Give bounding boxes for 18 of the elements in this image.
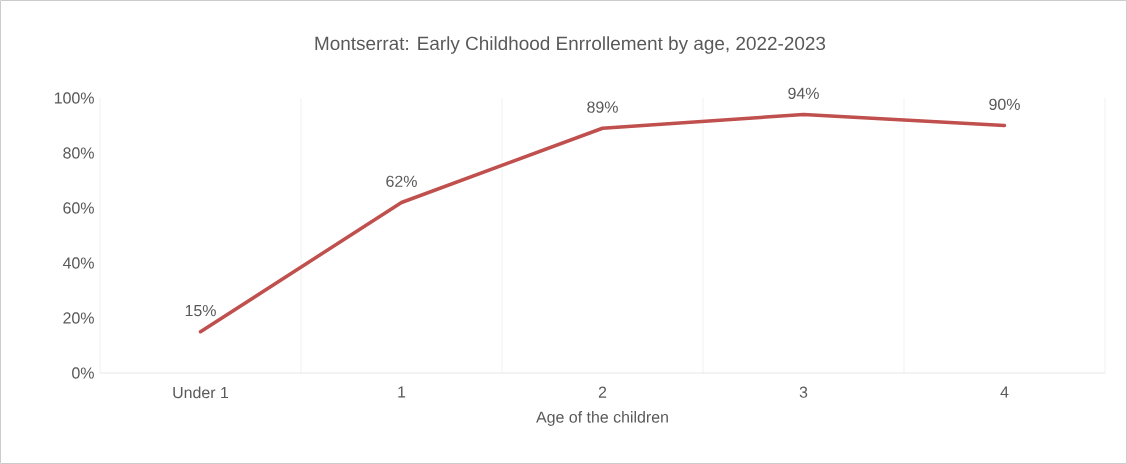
x-axis-title: Age of the children: [536, 411, 668, 426]
y-tick-label: 100%: [54, 92, 94, 104]
y-tick-label: 0%: [72, 367, 94, 379]
x-tick-label: 2: [598, 386, 607, 398]
y-tick-label: 20%: [63, 312, 94, 324]
y-tick-label: 40%: [62, 257, 94, 269]
x-tick-label: 1: [398, 386, 406, 398]
data-label: 62%: [386, 175, 417, 187]
chart-title: Montserrat: Early Childhood Enrrollement by age, 2022-2023: [315, 36, 826, 54]
y-tick-label: 60%: [63, 202, 94, 214]
x-tick-label: 3: [799, 386, 808, 398]
data-label: 90%: [989, 98, 1020, 110]
x-tick-label: Under 1: [173, 386, 229, 399]
y-tick-label: 80%: [63, 147, 94, 159]
data-label: 15%: [185, 305, 216, 317]
data-label: 94%: [788, 87, 819, 99]
x-tick-label: 4: [1000, 386, 1009, 398]
data-label: 89%: [587, 101, 618, 113]
